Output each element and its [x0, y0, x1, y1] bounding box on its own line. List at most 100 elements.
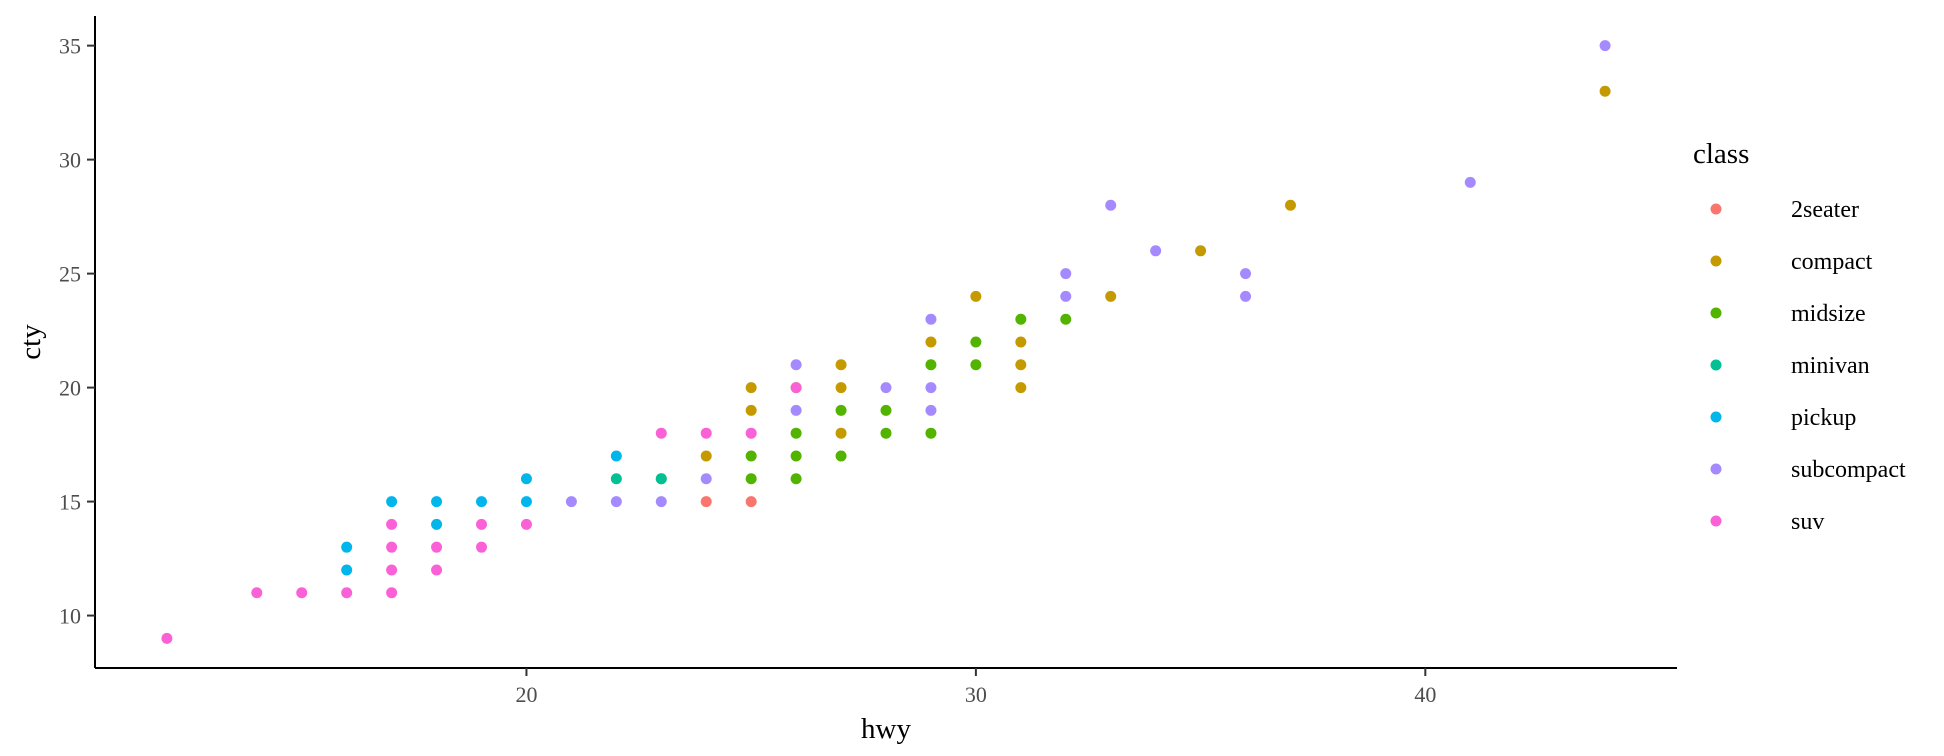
data-point-midsize	[790, 450, 802, 462]
data-point-suv	[431, 564, 443, 576]
data-point-suv	[655, 427, 667, 439]
legend-item-2seater: 2seater	[1710, 197, 1859, 223]
data-point-suv	[790, 382, 802, 394]
legend-key-compact	[1710, 255, 1722, 267]
data-point-2seater	[745, 496, 757, 508]
data-point-subcompact	[925, 404, 937, 416]
y-tick-label: 10	[59, 604, 81, 629]
legend-item-midsize: midsize	[1710, 301, 1866, 327]
data-point-midsize	[925, 427, 937, 439]
y-axis-title: cty	[15, 324, 47, 360]
data-point-pickup	[610, 450, 622, 462]
data-point-suv	[161, 632, 173, 644]
data-point-subcompact	[1060, 290, 1072, 302]
data-point-compact	[700, 450, 712, 462]
x-axis-title: hwy	[861, 713, 911, 745]
legend-item-subcompact: subcompact	[1710, 457, 1906, 483]
legend-title: class	[1693, 138, 1749, 170]
data-point-midsize	[790, 473, 802, 485]
data-point-subcompact	[610, 496, 622, 508]
legend-key-pickup	[1710, 411, 1722, 423]
y-tick-label: 15	[59, 490, 81, 515]
data-point-subcompact	[1060, 268, 1072, 280]
y-tick-label: 25	[59, 262, 81, 287]
legend-key-2seater	[1710, 203, 1722, 215]
data-point-subcompact	[925, 313, 937, 325]
legend-label-compact: compact	[1791, 249, 1873, 275]
data-point-suv	[476, 518, 488, 530]
y-tick-label: 30	[59, 148, 81, 173]
data-point-subcompact	[1240, 268, 1252, 280]
legend-item-suv: suv	[1710, 509, 1824, 535]
x-axis-ticks: 20 30 40	[515, 668, 1436, 707]
data-point-pickup	[476, 496, 488, 508]
data-point-compact	[1599, 85, 1611, 97]
data-point-midsize	[880, 427, 892, 439]
data-point-midsize	[790, 427, 802, 439]
data-point-suv	[745, 427, 757, 439]
data-point-compact	[835, 427, 847, 439]
data-point-midsize	[925, 359, 937, 371]
data-point-subcompact	[655, 496, 667, 508]
legend-key-suv	[1710, 515, 1722, 527]
data-point-subcompact	[790, 404, 802, 416]
data-point-pickup	[520, 473, 532, 485]
axes: 20 30 40 10 15 20 25 30 35	[59, 16, 1677, 707]
data-point-midsize	[835, 450, 847, 462]
data-point-minivan	[610, 473, 622, 485]
data-point-midsize	[1060, 313, 1072, 325]
legend-label-2seater: 2seater	[1791, 197, 1859, 223]
data-point-compact	[1195, 245, 1207, 257]
data-point-2seater	[700, 496, 712, 508]
data-point-compact	[745, 382, 757, 394]
data-point-suv	[700, 427, 712, 439]
data-point-midsize	[745, 450, 757, 462]
x-tick-label: 30	[965, 682, 987, 707]
data-point-compact	[1284, 199, 1296, 211]
data-point-compact	[1015, 336, 1027, 348]
legend-label-minivan: minivan	[1791, 353, 1870, 379]
data-point-suv	[341, 587, 353, 599]
legend-item-compact: compact	[1710, 249, 1873, 275]
data-point-subcompact	[790, 359, 802, 371]
data-points	[161, 40, 1611, 644]
data-point-suv	[476, 541, 488, 553]
legend-label-subcompact: subcompact	[1791, 457, 1906, 483]
data-point-pickup	[386, 496, 398, 508]
legend-label-suv: suv	[1791, 509, 1824, 535]
data-point-subcompact	[1150, 245, 1162, 257]
data-point-subcompact	[1105, 199, 1117, 211]
data-point-pickup	[431, 496, 443, 508]
data-point-suv	[251, 587, 263, 599]
data-point-suv	[431, 541, 443, 553]
data-point-compact	[835, 382, 847, 394]
data-point-compact	[925, 336, 937, 348]
data-point-midsize	[970, 336, 982, 348]
data-point-suv	[386, 564, 398, 576]
y-tick-label: 20	[59, 376, 81, 401]
data-point-midsize	[970, 359, 982, 371]
legend-key-midsize	[1710, 307, 1722, 319]
data-point-midsize	[745, 473, 757, 485]
data-point-compact	[1015, 359, 1027, 371]
data-point-pickup	[341, 541, 353, 553]
data-point-subcompact	[1464, 176, 1476, 188]
data-point-compact	[745, 404, 757, 416]
data-point-subcompact	[1240, 290, 1252, 302]
legend-label-midsize: midsize	[1791, 301, 1866, 327]
data-point-pickup	[431, 518, 443, 530]
y-tick-label: 35	[59, 34, 81, 59]
data-point-suv	[386, 541, 398, 553]
legend-item-pickup: pickup	[1710, 405, 1856, 431]
data-point-midsize	[835, 404, 847, 416]
data-point-compact	[835, 359, 847, 371]
data-point-subcompact	[565, 496, 577, 508]
data-point-subcompact	[925, 382, 937, 394]
data-point-subcompact	[700, 473, 712, 485]
legend-key-minivan	[1710, 359, 1722, 371]
data-point-midsize	[880, 404, 892, 416]
data-point-subcompact	[880, 382, 892, 394]
y-axis-ticks: 10 15 20 25 30 35	[59, 34, 95, 629]
